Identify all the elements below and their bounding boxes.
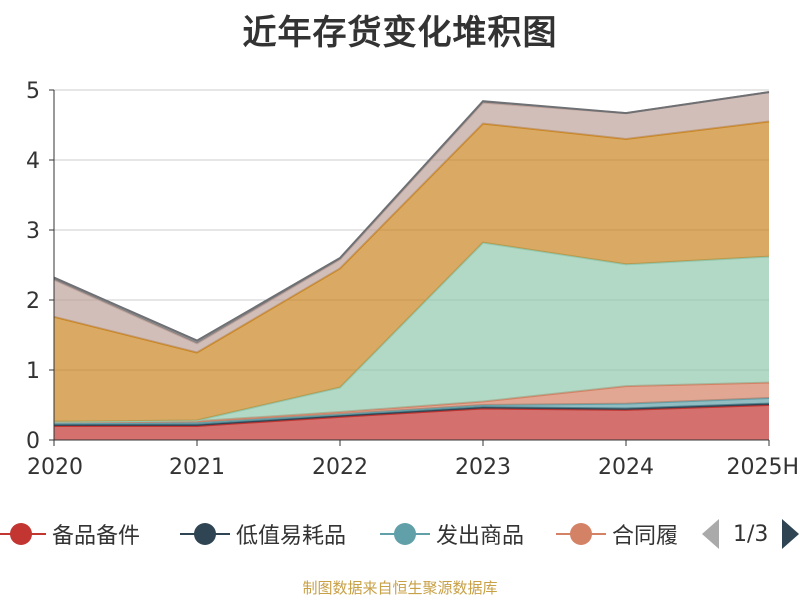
legend[interactable]: 备品备件 低值易耗品 发出商品 合同履	[0, 512, 800, 556]
legend-label: 发出商品	[436, 524, 525, 549]
legend-label: 合同履	[612, 524, 679, 549]
area-series-1	[54, 405, 769, 440]
area-series-2	[54, 403, 769, 426]
legend-marker-icon	[556, 523, 606, 545]
triangle-left-icon[interactable]	[702, 519, 719, 549]
legend-marker-icon	[180, 523, 230, 545]
y-tick-label: 3	[26, 219, 40, 244]
y-tick-label: 0	[26, 429, 40, 454]
pager-indicator: 1/3	[733, 521, 769, 547]
x-tick-label: 2021	[169, 455, 225, 480]
area-series-5	[54, 242, 769, 422]
area-series-6	[54, 121, 769, 422]
legend-marker-icon	[0, 523, 46, 545]
legend-item[interactable]: 备品备件	[0, 512, 140, 556]
data-source-note: 制图数据来自恒生聚源数据库	[302, 579, 498, 597]
legend-marker-icon	[380, 523, 430, 545]
area-series-8-line	[53, 91, 770, 342]
area-series-7	[54, 92, 769, 353]
x-tick-label: 2022	[312, 455, 368, 480]
x-tick-label: 2023	[455, 455, 511, 480]
y-tick-label: 1	[26, 359, 40, 384]
y-tick-label: 4	[26, 149, 40, 174]
chart-title: 近年存货变化堆积图	[242, 13, 558, 53]
legend-label: 低值易耗品	[236, 524, 347, 549]
legend-item[interactable]: 低值易耗品	[180, 512, 346, 556]
legend-item[interactable]: 发出商品	[380, 512, 524, 556]
area-series-4	[54, 382, 769, 424]
legend-label: 备品备件	[52, 524, 141, 549]
x-tick-label: 2020	[27, 455, 83, 480]
legend-pager: 1/3	[702, 512, 800, 556]
triangle-right-icon[interactable]	[782, 519, 800, 549]
y-tick-label: 2	[26, 289, 40, 314]
x-tick-label: 2025H	[726, 455, 799, 480]
x-tick-label: 2024	[598, 455, 654, 480]
y-tick-label: 5	[26, 79, 40, 104]
legend-item[interactable]: 合同履	[556, 512, 686, 556]
